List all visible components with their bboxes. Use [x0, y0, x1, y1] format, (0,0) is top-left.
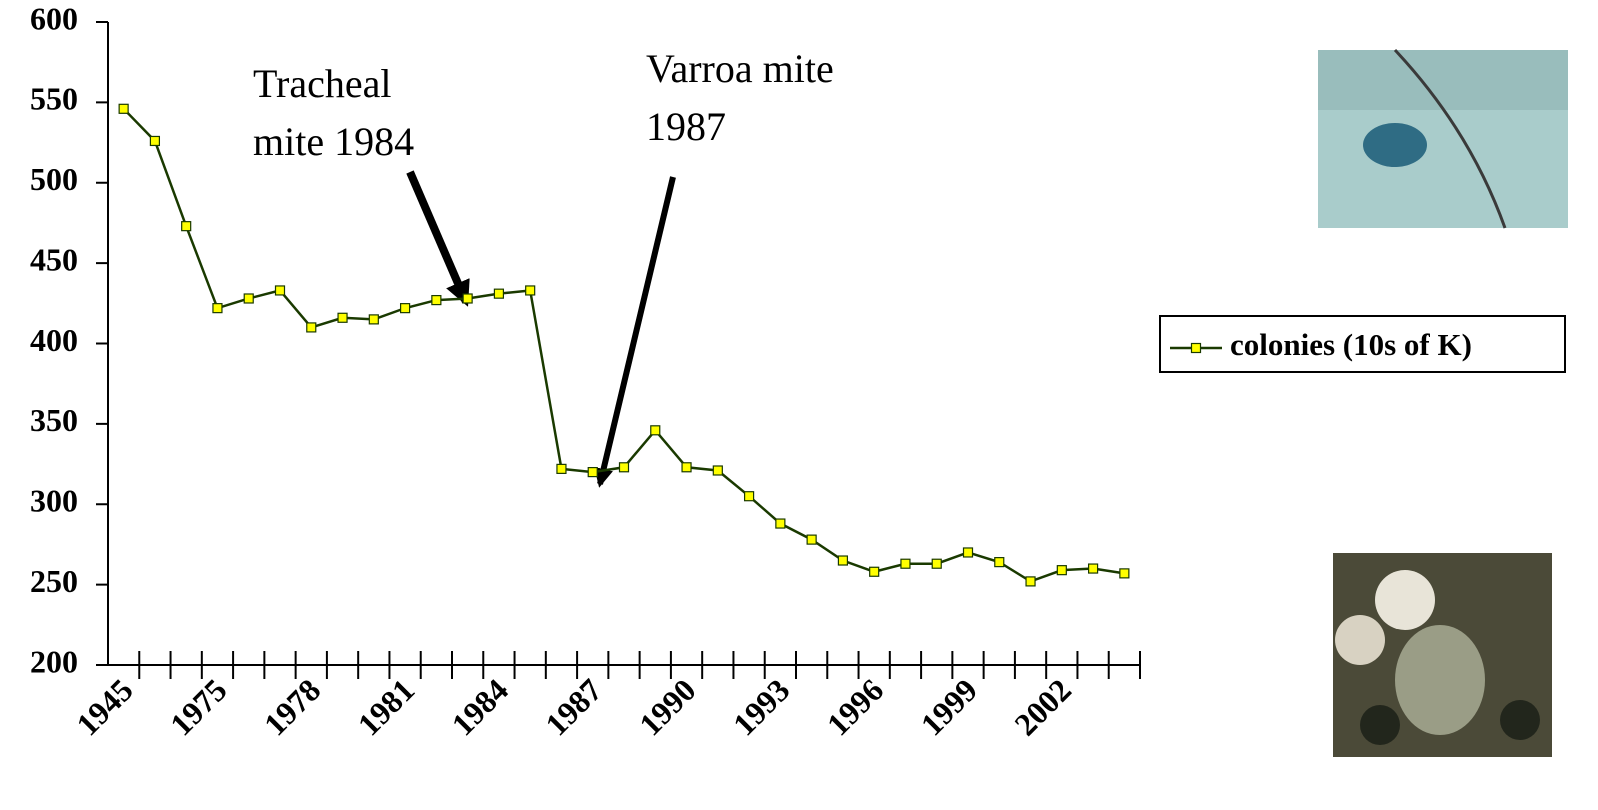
y-tick-label: 550: [30, 81, 78, 117]
point-marker: [337, 312, 348, 323]
point-marker: [775, 518, 786, 529]
point-marker: [368, 314, 379, 325]
legend: [1159, 315, 1566, 373]
annotation: 1987: [646, 104, 726, 149]
photo-varroa-mite: [1333, 553, 1552, 757]
photo-tracheal-mite: [1318, 48, 1568, 229]
x-tick-label: 1978: [257, 672, 328, 743]
point-marker: [650, 425, 661, 436]
y-tick-label: 600: [30, 0, 78, 36]
x-tick-label: 1999: [913, 672, 984, 743]
point-marker: [1025, 576, 1036, 587]
legend-marker: [1190, 342, 1202, 354]
point-marker: [931, 558, 942, 569]
y-tick-label: 500: [30, 161, 78, 197]
y-tick-label: 300: [30, 483, 78, 519]
point-marker: [994, 557, 1005, 568]
point-marker: [962, 547, 974, 558]
point-marker: [181, 221, 192, 232]
point-marker: [869, 566, 880, 577]
x-tick-label: 1945: [69, 672, 140, 743]
point-marker: [587, 467, 598, 478]
annotation: mite 1984: [253, 119, 414, 164]
y-tick-label: 200: [30, 643, 78, 679]
point-marker: [243, 293, 254, 304]
annotation-arrow: [594, 176, 676, 488]
x-tick-label: 1981: [351, 672, 422, 743]
annotation: Varroa mite: [646, 46, 834, 91]
point-marker: [900, 558, 911, 569]
point-marker: [712, 465, 723, 476]
y-tick-label: 250: [30, 563, 78, 599]
point-marker: [118, 103, 129, 114]
annotation: Tracheal: [253, 61, 391, 106]
annotation-arrow: [406, 170, 470, 307]
point-marker: [681, 462, 692, 473]
x-tick-label: 1993: [726, 672, 797, 743]
x-tick-label: 1984: [444, 672, 515, 743]
point-marker: [525, 285, 536, 296]
point-marker: [306, 322, 317, 333]
x-tick-label: 1975: [163, 672, 234, 743]
point-marker: [399, 303, 411, 314]
x-tick-label: 1996: [820, 672, 891, 743]
x-tick-label: 2002: [1007, 672, 1078, 743]
point-marker: [212, 303, 223, 314]
point-marker: [493, 288, 505, 299]
point-marker: [274, 285, 286, 296]
point-marker: [462, 293, 473, 304]
point-marker: [837, 555, 849, 566]
point-marker: [1087, 563, 1099, 574]
y-tick-label: 450: [30, 241, 78, 277]
y-tick-label: 400: [30, 322, 78, 358]
point-marker: [806, 534, 817, 545]
series-line: [122, 107, 1125, 583]
point-marker: [743, 491, 755, 502]
point-marker: [1119, 568, 1130, 579]
x-tick-label: 1987: [538, 672, 609, 743]
point-marker: [556, 463, 567, 474]
x-tick-label: 1990: [632, 672, 703, 743]
y-tick-label: 350: [30, 402, 78, 438]
legend-label: colonies (10s of K): [1230, 327, 1472, 362]
point-marker: [1056, 565, 1067, 576]
point-marker: [618, 462, 630, 473]
point-marker: [149, 135, 161, 147]
point-marker: [431, 294, 442, 306]
